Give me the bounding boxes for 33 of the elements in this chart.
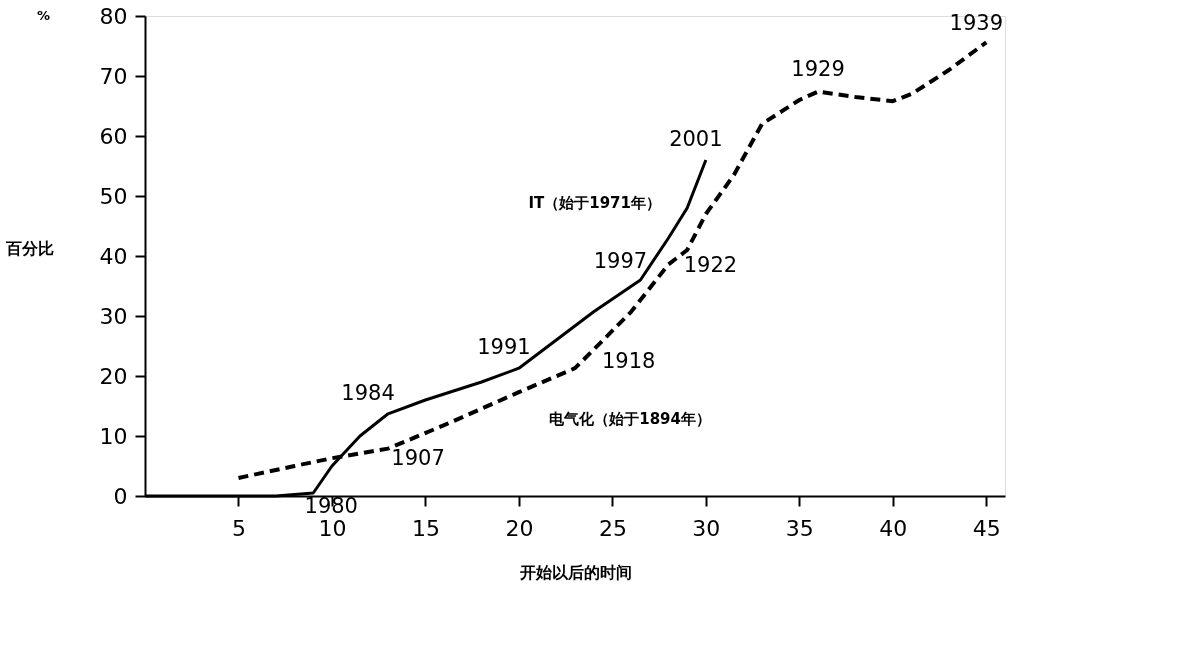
y-tick-label: 70 — [99, 63, 128, 89]
x-tick-label: 15 — [411, 515, 440, 541]
annotation: 1939 — [949, 11, 1004, 36]
x-tick-label: 45 — [972, 515, 1001, 541]
annotation: 1984 — [341, 380, 395, 405]
x-tick-label: 30 — [692, 515, 721, 541]
y-tick-label: 20 — [99, 363, 128, 389]
y-tick-label: 10 — [99, 423, 128, 449]
text: % — [36, 8, 50, 23]
x-tick-label: 40 — [879, 515, 908, 541]
x-tick-label: 5 — [231, 515, 246, 541]
annotation: 1991 — [477, 335, 531, 360]
annotation: 1907 — [391, 445, 445, 470]
x-tick-label: 25 — [598, 515, 627, 541]
annotation: 1980 — [304, 494, 358, 518]
annotation: 2001 — [669, 127, 723, 151]
x-tick-label: 10 — [318, 515, 347, 541]
annotation: 1918 — [601, 348, 656, 373]
y-tick-label: 30 — [99, 303, 128, 329]
x-tick-label: 35 — [785, 515, 814, 541]
series-label: 电气化（始于1894年） — [549, 410, 711, 429]
y-tick-label: 0 — [113, 483, 128, 509]
y-axis-title: 百分比 — [4, 238, 54, 258]
y-tick-label: 80 — [99, 3, 128, 29]
x-tick-label: 20 — [505, 515, 534, 541]
series-label: IT（始于1971年） — [528, 194, 661, 213]
annotation: 1997 — [593, 249, 648, 273]
y-tick-label: 60 — [99, 123, 128, 149]
annotation: 1929 — [791, 56, 845, 81]
y-tick-label: 50 — [99, 183, 128, 209]
x-axis-title: 开始以后的时间 — [518, 562, 632, 582]
annotation: 1922 — [683, 253, 738, 278]
y-tick-label: 40 — [99, 243, 128, 269]
